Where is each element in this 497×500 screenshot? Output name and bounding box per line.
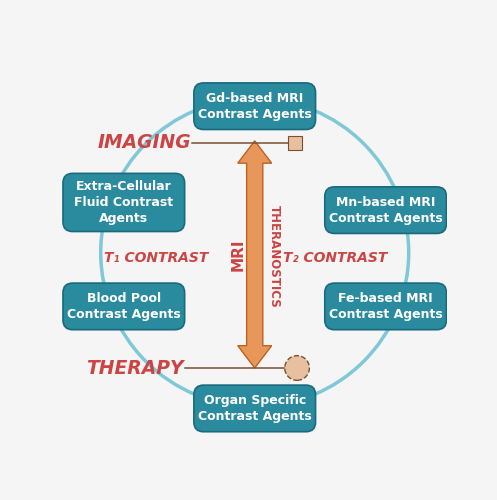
Polygon shape xyxy=(238,141,272,368)
Text: MRI: MRI xyxy=(231,238,246,270)
Text: T₁ CONTRAST: T₁ CONTRAST xyxy=(104,250,209,264)
Circle shape xyxy=(285,356,309,380)
FancyBboxPatch shape xyxy=(63,174,185,232)
FancyBboxPatch shape xyxy=(63,283,185,330)
Text: Gd-based MRI
Contrast Agents: Gd-based MRI Contrast Agents xyxy=(198,92,312,120)
Text: T₂ CONTRAST: T₂ CONTRAST xyxy=(283,250,388,264)
Text: Mn-based MRI
Contrast Agents: Mn-based MRI Contrast Agents xyxy=(329,196,442,224)
FancyBboxPatch shape xyxy=(194,83,316,130)
Text: Extra-Cellular
Fluid Contrast
Agents: Extra-Cellular Fluid Contrast Agents xyxy=(74,180,173,225)
FancyBboxPatch shape xyxy=(325,283,446,330)
Text: THERANOSTICS: THERANOSTICS xyxy=(267,205,280,308)
FancyBboxPatch shape xyxy=(325,187,446,234)
FancyBboxPatch shape xyxy=(194,385,316,432)
FancyBboxPatch shape xyxy=(288,136,302,149)
Text: THERAPY: THERAPY xyxy=(86,358,183,378)
Text: Fe-based MRI
Contrast Agents: Fe-based MRI Contrast Agents xyxy=(329,292,442,321)
Text: IMAGING: IMAGING xyxy=(97,134,191,152)
Text: Organ Specific
Contrast Agents: Organ Specific Contrast Agents xyxy=(198,394,312,423)
Text: Blood Pool
Contrast Agents: Blood Pool Contrast Agents xyxy=(67,292,181,321)
